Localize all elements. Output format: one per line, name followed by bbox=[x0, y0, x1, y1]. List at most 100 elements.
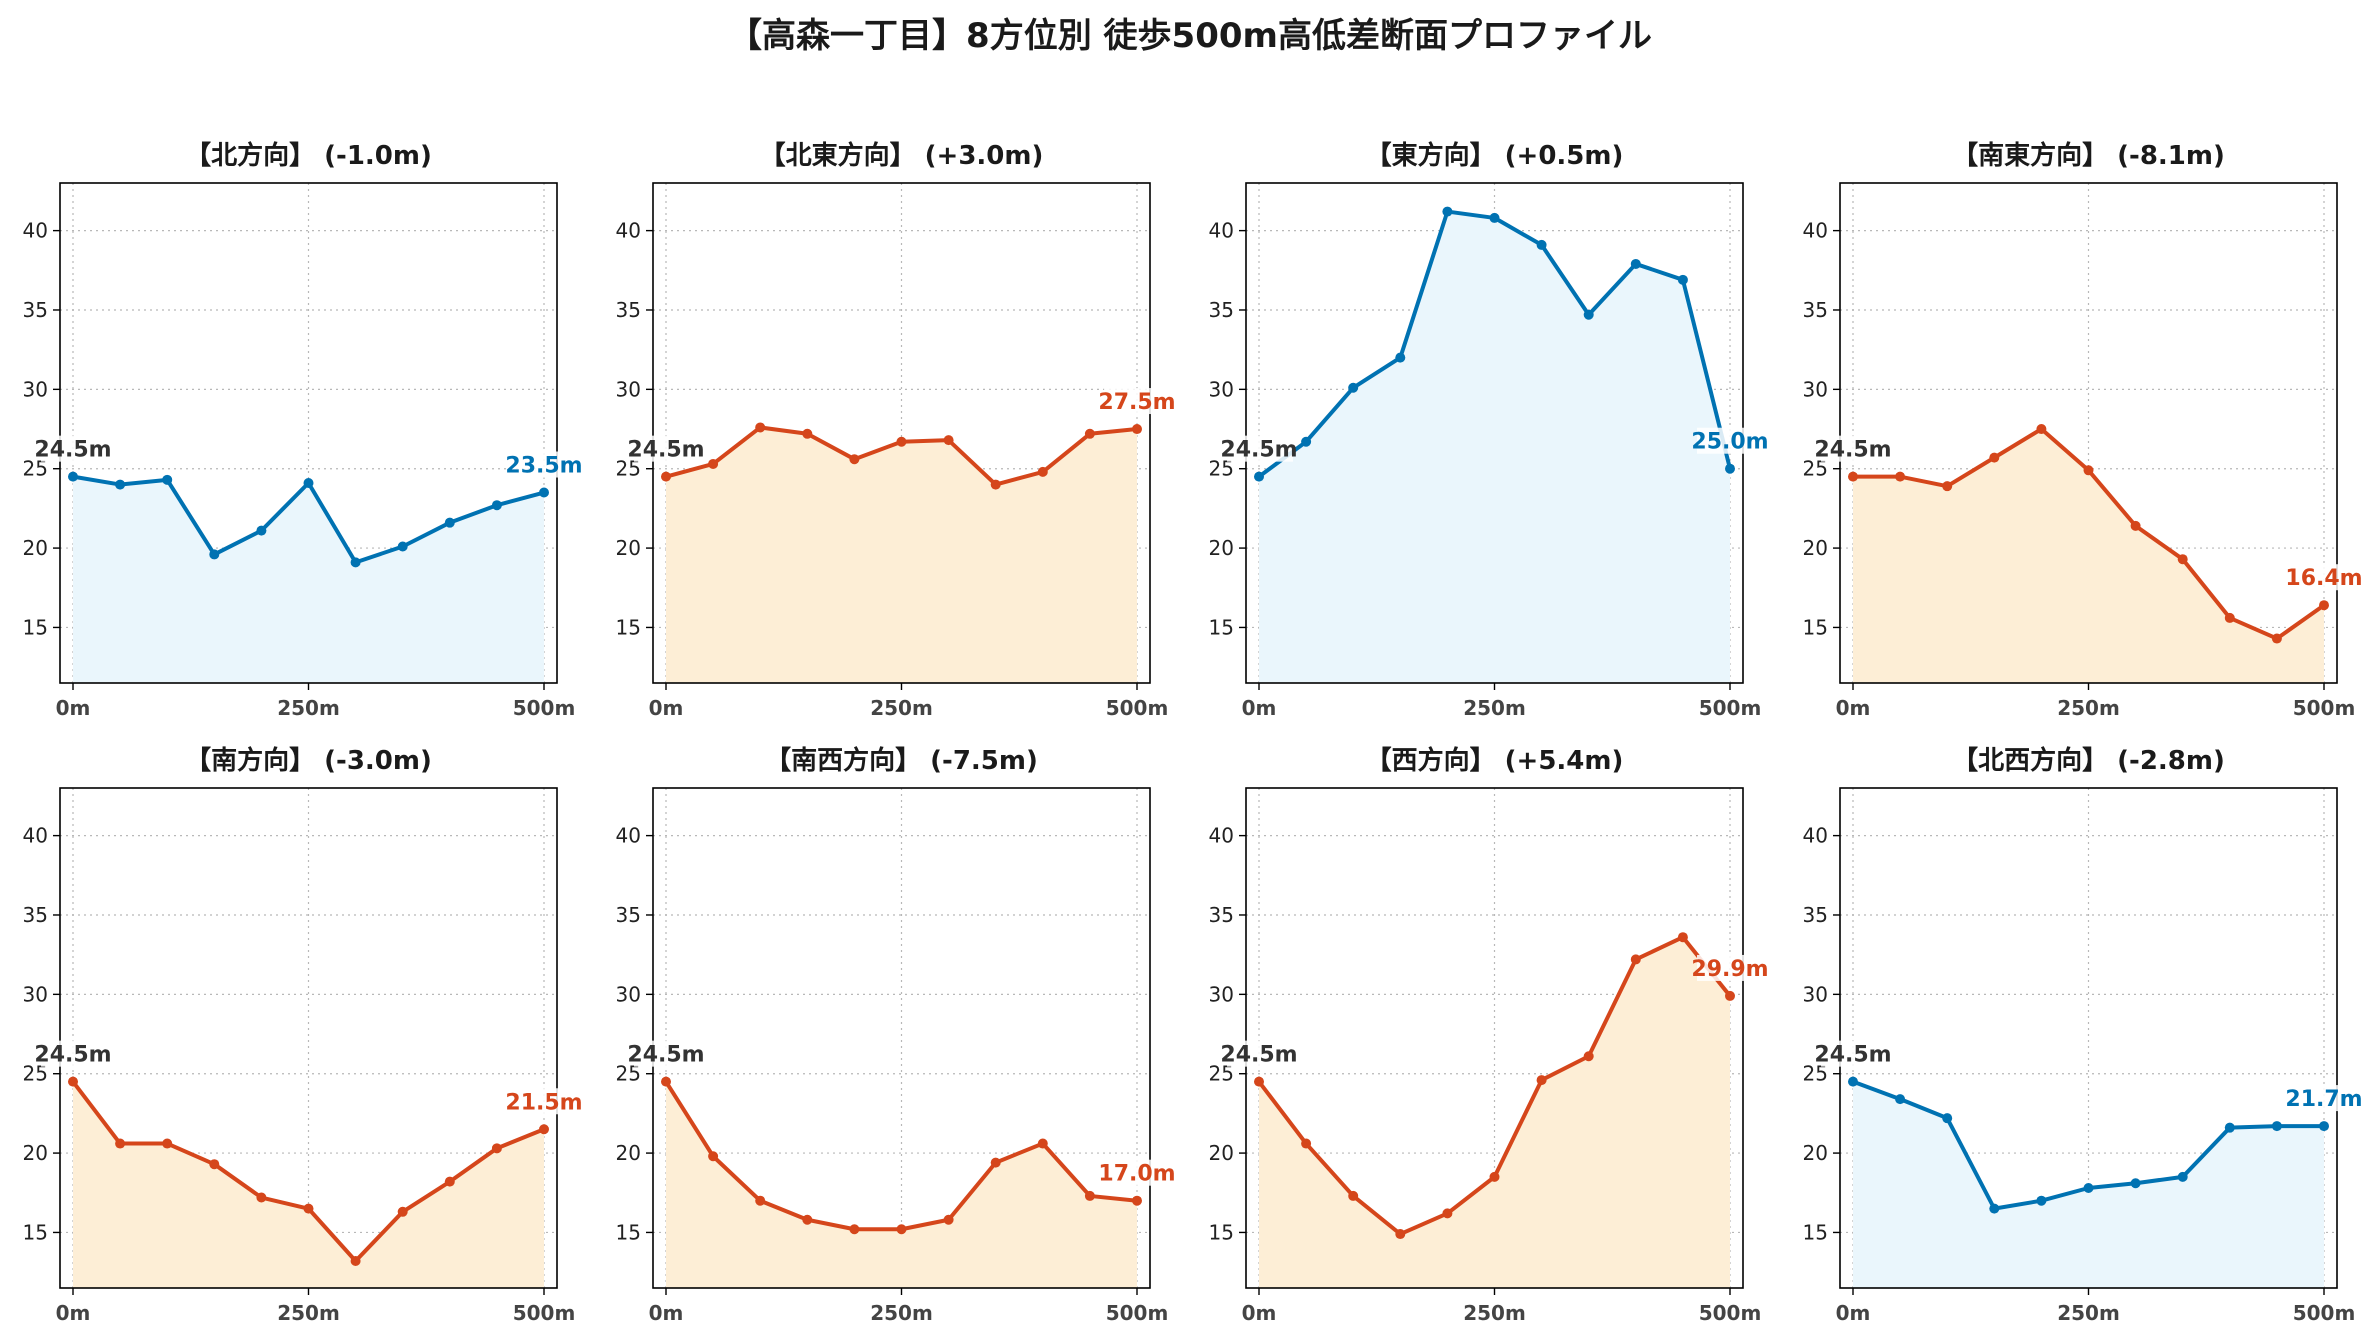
y-tick-label: 15 bbox=[1209, 1220, 1234, 1244]
data-point bbox=[1942, 1113, 1953, 1124]
panel-title: 【南方向】 (-3.0m) bbox=[185, 745, 432, 776]
end-value-label: 17.0m bbox=[1098, 1162, 1175, 1187]
x-tick-label: 250m bbox=[870, 1301, 933, 1325]
data-point bbox=[491, 1143, 502, 1154]
data-point bbox=[802, 1214, 813, 1225]
data-point bbox=[209, 549, 220, 560]
data-point bbox=[1536, 239, 1547, 250]
data-point bbox=[256, 525, 267, 536]
end-label-bg bbox=[1697, 954, 1765, 981]
y-tick-label: 15 bbox=[23, 615, 48, 639]
data-point bbox=[943, 1214, 954, 1225]
y-tick-label: 20 bbox=[1209, 1141, 1234, 1165]
y-tick-label: 40 bbox=[616, 219, 641, 243]
data-point bbox=[444, 517, 455, 528]
panel-title: 【北方向】 (-1.0m) bbox=[185, 140, 432, 171]
panel-title: 【東方向】 (+0.5m) bbox=[1366, 140, 1624, 171]
data-point bbox=[2271, 1121, 2282, 1132]
x-tick-label: 500m bbox=[2293, 696, 2356, 720]
data-point bbox=[943, 435, 954, 446]
data-point bbox=[2083, 465, 2094, 476]
x-tick-label: 0m bbox=[56, 1301, 91, 1325]
data-point bbox=[209, 1159, 220, 1170]
y-tick-label: 35 bbox=[1803, 298, 1828, 322]
x-tick-label: 500m bbox=[2293, 1301, 2356, 1325]
start-value-label: 24.5m bbox=[1814, 438, 1891, 463]
x-tick-label: 0m bbox=[1242, 1301, 1277, 1325]
y-tick-label: 40 bbox=[616, 824, 641, 848]
data-point bbox=[1395, 352, 1406, 363]
data-point bbox=[1037, 1138, 1048, 1149]
data-point bbox=[661, 1076, 671, 1087]
data-point bbox=[1677, 932, 1688, 943]
data-point bbox=[350, 557, 361, 568]
x-tick-label: 500m bbox=[1699, 1301, 1762, 1325]
area-fill bbox=[1853, 1081, 2324, 1288]
data-point bbox=[755, 1195, 766, 1206]
x-tick-label: 250m bbox=[2057, 696, 2120, 720]
x-tick-label: 0m bbox=[649, 1301, 684, 1325]
y-tick-label: 30 bbox=[1803, 377, 1828, 401]
y-tick-label: 20 bbox=[616, 536, 641, 560]
data-point bbox=[444, 1176, 455, 1187]
data-point bbox=[397, 1206, 408, 1217]
data-point bbox=[1301, 1138, 1312, 1149]
y-tick-label: 15 bbox=[23, 1220, 48, 1244]
y-tick-label: 20 bbox=[1803, 536, 1828, 560]
y-tick-label: 20 bbox=[1209, 536, 1234, 560]
data-point bbox=[1989, 452, 2000, 463]
end-label-bg bbox=[511, 451, 579, 478]
data-point bbox=[1254, 471, 1264, 482]
y-tick-label: 15 bbox=[616, 615, 641, 639]
panel-title: 【北西方向】 (-2.8m) bbox=[1952, 745, 2225, 776]
data-point bbox=[68, 1076, 78, 1087]
data-point bbox=[708, 1151, 719, 1162]
data-point bbox=[1848, 1076, 1858, 1087]
y-tick-label: 30 bbox=[23, 377, 48, 401]
data-point bbox=[350, 1256, 361, 1267]
data-point bbox=[1583, 309, 1594, 320]
data-point bbox=[539, 1124, 549, 1135]
start-value-label: 24.5m bbox=[34, 1043, 111, 1068]
figure-title: 【高森一丁目】8方位別 徒歩500m高低差断面プロファイル bbox=[728, 16, 1652, 56]
start-label-bg bbox=[634, 1040, 700, 1067]
data-point bbox=[2177, 1171, 2188, 1182]
y-tick-label: 30 bbox=[1209, 377, 1234, 401]
data-point bbox=[2224, 1122, 2235, 1133]
x-tick-label: 250m bbox=[2057, 1301, 2120, 1325]
data-point bbox=[990, 479, 1001, 490]
data-point bbox=[1442, 206, 1453, 217]
data-point bbox=[2224, 612, 2235, 623]
x-tick-label: 250m bbox=[277, 1301, 340, 1325]
start-label-bg bbox=[1821, 435, 1887, 462]
x-tick-label: 0m bbox=[1836, 1301, 1871, 1325]
start-label-bg bbox=[1227, 435, 1293, 462]
start-value-label: 24.5m bbox=[1220, 438, 1297, 463]
data-point bbox=[256, 1192, 267, 1203]
data-point bbox=[1583, 1051, 1594, 1062]
y-tick-label: 40 bbox=[23, 219, 48, 243]
start-label-bg bbox=[1821, 1040, 1887, 1067]
end-value-label: 16.4m bbox=[2285, 566, 2362, 591]
y-tick-label: 30 bbox=[1803, 982, 1828, 1006]
data-point bbox=[1395, 1229, 1406, 1240]
data-point bbox=[1942, 481, 1953, 492]
end-label-bg bbox=[511, 1088, 579, 1115]
panel-title: 【南東方向】 (-8.1m) bbox=[1952, 140, 2225, 171]
end-value-label: 21.5m bbox=[505, 1090, 582, 1115]
y-tick-label: 30 bbox=[616, 982, 641, 1006]
panel-title: 【北東方向】 (+3.0m) bbox=[760, 140, 1044, 171]
data-point bbox=[1725, 990, 1735, 1001]
data-point bbox=[661, 471, 671, 482]
data-point bbox=[397, 541, 408, 552]
y-tick-label: 35 bbox=[23, 903, 48, 927]
data-point bbox=[990, 1157, 1001, 1168]
end-value-label: 25.0m bbox=[1691, 430, 1768, 455]
data-point bbox=[2271, 633, 2282, 644]
data-point bbox=[1677, 274, 1688, 285]
